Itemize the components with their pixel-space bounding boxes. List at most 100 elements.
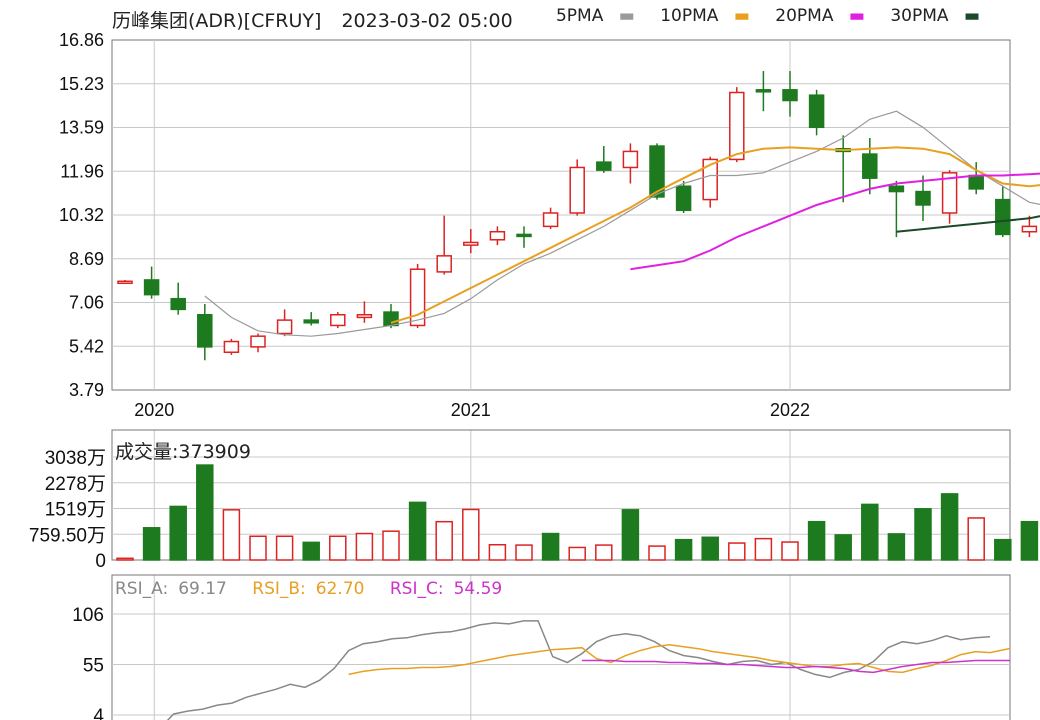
- candle-body: [356, 314, 373, 319]
- candle-body: [808, 94, 825, 129]
- candle-body: [622, 150, 639, 169]
- volume-bar: [222, 509, 241, 561]
- rsi-line-rsi_a: [166, 620, 991, 720]
- candle-body: [941, 172, 958, 214]
- price-tick-label: 13.59: [59, 118, 104, 138]
- candle-body: [303, 319, 319, 324]
- volume-bar: [302, 541, 320, 561]
- price-tick-label: 8.69: [69, 249, 104, 269]
- ma-line-30pma: [896, 215, 1040, 233]
- volume-bar: [940, 493, 959, 561]
- price-tick-label: 11.96: [60, 161, 104, 181]
- x-tick-label: 2020: [134, 400, 174, 420]
- candle-body: [968, 174, 984, 190]
- volume-bar: [275, 535, 294, 561]
- candle-body: [995, 198, 1011, 236]
- volume-bar: [728, 542, 746, 561]
- volume-bar: [648, 545, 666, 561]
- rsi-b-label: RSI_B: 62.70: [252, 579, 365, 599]
- chart-datetime: 2023-03-02 05:00: [341, 10, 513, 32]
- candle-body: [1021, 225, 1038, 233]
- price-tick-label: 16.86: [59, 30, 104, 50]
- candle-body: [383, 311, 399, 327]
- volume-tick-label: 759.50万: [29, 525, 106, 546]
- candle-body: [569, 166, 585, 214]
- volume-bar: [488, 543, 507, 561]
- volume-bar: [169, 505, 187, 561]
- volume-bar: [701, 536, 719, 561]
- price-tick-label: 7.06: [69, 293, 104, 313]
- volume-bar: [462, 508, 480, 561]
- volume-bar: [249, 535, 267, 561]
- rsi-tick-label: 55: [83, 656, 104, 677]
- candle-body: [250, 335, 266, 348]
- volume-bar: [807, 520, 826, 561]
- volume-bar: [994, 538, 1012, 561]
- x-tick-label: 2021: [451, 400, 491, 420]
- candle-body: [197, 314, 213, 348]
- candle-body: [489, 230, 506, 241]
- candle-body: [516, 233, 532, 238]
- volume-tick-label: 2278万: [45, 474, 106, 495]
- volume-bar: [781, 541, 799, 561]
- legend-10pma: 10PMA ▬: [660, 6, 750, 26]
- price-tick-label: 15.23: [59, 74, 104, 94]
- volume-bar: [355, 532, 374, 561]
- legend-5pma: 5PMA ▬: [555, 6, 635, 26]
- candle-body: [276, 319, 293, 335]
- rsi-a-label: RSI_A: 69.17: [115, 579, 227, 599]
- volume-bar: [834, 534, 852, 561]
- volume-bar: [116, 557, 134, 561]
- chart-header: 历峰集团(ADR)[CFRUY] 2023-03-02 05:00: [112, 6, 527, 33]
- candle-body: [755, 89, 772, 93]
- price-tick-label: 5.42: [69, 336, 104, 356]
- candle-body: [596, 161, 612, 171]
- volume-bar: [861, 503, 879, 561]
- candle-body: [702, 158, 718, 201]
- candle-body: [463, 241, 479, 246]
- volume-bar: [887, 533, 906, 561]
- candle-body: [729, 91, 745, 161]
- volume-bar: [196, 464, 214, 561]
- volume-tick-label: 3038万: [45, 448, 106, 469]
- candle-body: [862, 153, 878, 179]
- candle-body: [649, 145, 665, 198]
- rsi-tick-label: 106: [72, 605, 104, 626]
- volume-bar: [621, 509, 640, 561]
- rsi-header: RSI_A: 69.17 RSI_B: 62.70 RSI_C: 54.59: [115, 579, 522, 599]
- legend-20pma: 20PMA ▬: [775, 6, 865, 26]
- candle-body: [675, 185, 692, 212]
- volume-bar: [674, 538, 693, 561]
- volume-bar: [595, 544, 613, 561]
- volume-bar: [967, 517, 985, 561]
- legend: 5PMA ▬ 10PMA ▬ 20PMA ▬ 30PMA ▬: [536, 6, 980, 26]
- candle-body: [409, 268, 426, 327]
- volume-header: 成交量:373909: [115, 437, 251, 464]
- volume-bar: [1020, 520, 1039, 561]
- candle-body: [915, 190, 931, 206]
- volume-panel-frame: [111, 429, 1011, 561]
- ma-line-5pma: [204, 110, 1040, 337]
- volume-bar: [435, 520, 453, 561]
- volume-bar: [329, 535, 347, 561]
- candle-body: [143, 279, 160, 296]
- legend-30pma: 30PMA ▬: [890, 6, 980, 26]
- candle-body: [542, 212, 559, 228]
- rsi-tick-label: 4: [93, 706, 104, 720]
- ma-line-20pma: [630, 172, 1040, 271]
- ma-line-10pma: [390, 146, 1040, 324]
- candle-body: [170, 297, 186, 311]
- chart-title: 历峰集团(ADR)[CFRUY]: [112, 10, 322, 32]
- volume-bar: [914, 508, 932, 561]
- volume-bar: [142, 527, 161, 561]
- volume-bar: [754, 537, 773, 561]
- candle-body: [782, 89, 798, 102]
- price-tick-label: 3.79: [69, 380, 104, 400]
- volume-bar: [515, 544, 533, 561]
- candle-body: [223, 340, 240, 353]
- candle-body: [888, 185, 905, 193]
- volume-value: 373909: [178, 441, 251, 463]
- x-tick-label: 2022: [770, 400, 810, 420]
- volume-bar: [541, 532, 560, 561]
- volume-label: 成交量:: [115, 441, 179, 463]
